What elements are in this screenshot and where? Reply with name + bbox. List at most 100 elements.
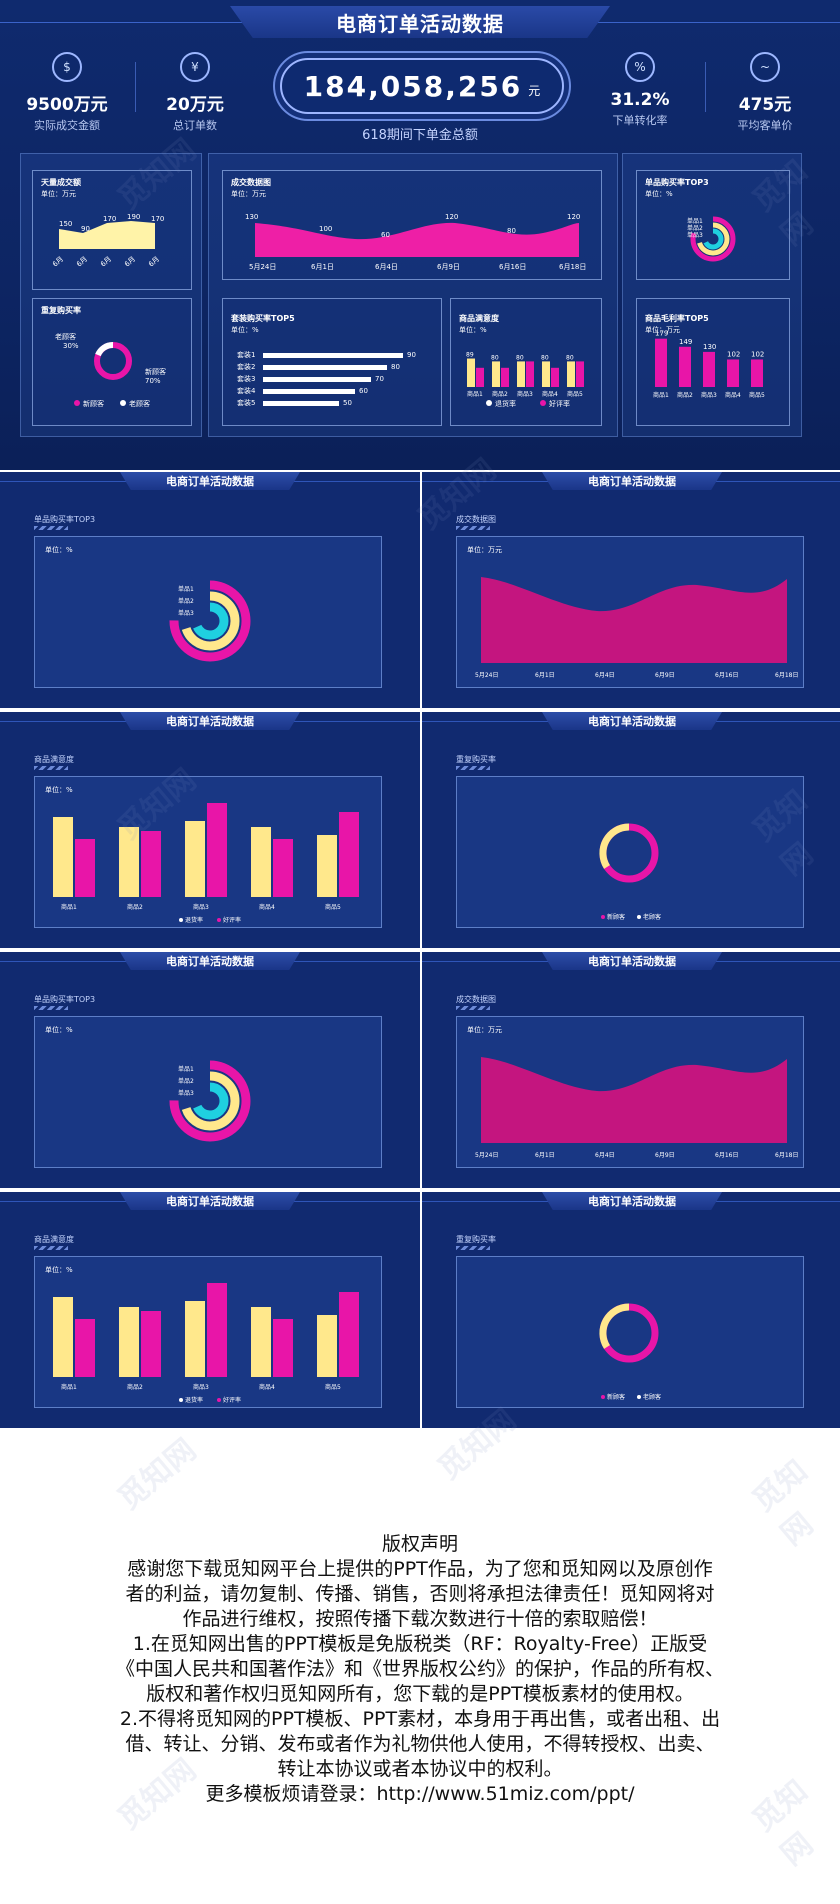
x-tick: 商品4 [542, 390, 558, 398]
bar-praise [141, 831, 161, 897]
legend-dot [486, 400, 492, 406]
slide-thumbnail[interactable]: 电商订单活动数据 成交数据图 单位：万元 5月24日 6月1日 6月4日 6月9日 6月16日… [422, 952, 840, 1188]
total-amount-label: 618期间下单金总额 [362, 128, 478, 143]
x-tick: 商品3 [517, 390, 533, 398]
bar-return [185, 821, 205, 897]
slide-chart: 5月24日 6月1日 6月4日 6月9日 6月16日 6月18日 [475, 1057, 798, 1159]
slide-section-title: 成交数据图 [456, 995, 496, 1004]
bar [263, 353, 403, 358]
data-label: 170 [151, 215, 164, 223]
legend-label: 老顾客 [643, 1393, 661, 1401]
ring-3 [702, 228, 724, 250]
price-icon: ~ [750, 52, 780, 82]
bar-praise [207, 1283, 227, 1377]
slide-thumbnail[interactable]: 电商订单活动数据 单品购买率TOP3 单位：% 单品1 单品2 单品3 [0, 472, 420, 708]
x-tick: 6月4日 [375, 263, 398, 271]
slide-thumbnail[interactable]: 电商订单活动数据 成交数据图 单位：万元 5月24日 6月1日 6月4日 6月9日 6月16日… [422, 472, 840, 708]
legend-dot [637, 1395, 641, 1399]
ring-3 [191, 602, 229, 640]
donut-old [599, 1303, 630, 1349]
bar-praise [75, 839, 95, 897]
x-tick: 商品3 [701, 391, 717, 399]
data-label: 100 [319, 225, 332, 233]
bar-return [119, 1307, 139, 1377]
data-label: 120 [445, 213, 458, 221]
x-tick: 6月9日 [655, 672, 675, 679]
x-tick: 商品3 [193, 903, 209, 911]
daily-area-chart: 150 90 170 190 170 6月 6月 6月 6月 6月 [51, 213, 164, 269]
slide-header: 电商订单活动数据 [120, 952, 300, 970]
ring-label: 单品1 [178, 1065, 194, 1073]
slide-thumbnail[interactable]: 电商订单活动数据单品购买率TOP3 单位：% 单品1 单品2 单品3 [0, 952, 420, 1188]
legend-old: 老顾客 [129, 399, 150, 408]
x-tick: 6月1日 [311, 263, 334, 271]
bar-return [317, 835, 337, 897]
single-top3-panel: 单品购买率TOP3 单位：% 单品1 单品2 单品3 [636, 170, 790, 280]
margin-bar-chart: 179 商品1 149 商品2 130 商品3 102 商品4 102 商品5 [653, 330, 765, 399]
x-tick: 5月24日 [475, 1152, 498, 1159]
bar-value: 60 [359, 387, 368, 395]
ring-1 [690, 216, 736, 262]
legend-label: 新顾客 [607, 913, 625, 921]
legend-praise: 好评率 [549, 399, 570, 408]
kpi-actual-amount: $ 9500万元 实际成交金额 [12, 52, 122, 133]
bar-value: 149 [679, 338, 692, 346]
row-label: 套装3 [237, 374, 255, 383]
donut-old [599, 823, 630, 869]
legend-label: 老顾客 [643, 913, 661, 921]
bar-praise [476, 367, 484, 387]
legend-label: 退货率 [185, 1396, 203, 1404]
daily-volume-panel: 天量成交额 单位：万元 150 90 170 190 170 6月 6月 6月 … [32, 170, 192, 290]
slide-chart-frame: 单位：% 单品1 单品2 单品3 [34, 1016, 382, 1168]
slide-unit: 单位：% [45, 546, 73, 554]
x-tick: 6月4日 [595, 1152, 615, 1159]
copyright-line: 版权和著作权归觅知网所有，您下载的是PPT模板素材的使用权。 [146, 1683, 694, 1705]
x-tick: 6月 [123, 255, 137, 269]
bar-praise [339, 812, 359, 897]
slide-thumbnail[interactable]: 电商订单活动数据 重复购买率 新顾客 老顾客 [422, 712, 840, 948]
slide-section-title: 成交数据图 [456, 515, 496, 524]
bar-praise [207, 803, 227, 897]
x-tick: 6月1日 [535, 1152, 555, 1159]
x-tick: 6月1日 [535, 672, 555, 679]
bar [263, 389, 355, 394]
slide-thumbnail[interactable]: 电商订单活动数据 商品满意度 单位：% 商品1 商品2 商品3 商品4 商品5 退货率 好评率 [0, 712, 420, 948]
slide-thumbnail[interactable]: 电商订单活动数据 商品满意度 单位：% 商品1 商品2 商品3 商品4 商品5 退货率 好评率 [0, 1192, 420, 1428]
data-label: 150 [59, 220, 72, 228]
slide-chart: 商品1 商品2 商品3 商品4 商品5 退货率 好评率 [53, 1283, 359, 1404]
slide-section-title: 单品购买率TOP3 [34, 995, 96, 1004]
slide-thumbnail[interactable]: 电商订单活动数据 重复购买率 新顾客 老顾客 [422, 1192, 840, 1428]
bar-praise [339, 1292, 359, 1377]
legend-dot [601, 1395, 605, 1399]
x-tick: 6月18日 [775, 672, 798, 679]
margin-top5-panel: 商品毛利率TOP5 单位：万元 179 商品1 149 商品2 130 商品3 102 商品4… [636, 298, 790, 426]
x-tick: 6月16日 [499, 263, 526, 271]
x-tick: 6月18日 [559, 263, 586, 271]
x-tick: 商品5 [567, 390, 583, 398]
slide-chart-frame: 新顾客 老顾客 [456, 776, 804, 928]
row-label: 套装2 [237, 362, 255, 371]
bar-value: 80 [391, 363, 400, 371]
ring-label: 单品2 [178, 597, 194, 605]
ring-label: 单品3 [178, 1089, 194, 1097]
slide-chart: 新顾客 老顾客 [599, 1303, 661, 1401]
copyright-link[interactable]: 更多模板烦请登录：http://www.51miz.com/ppt/ [205, 1783, 635, 1805]
ring-1 [169, 1060, 251, 1142]
satisfaction-bar-chart: 退货率 好评率 89 商品1 80 商品2 80 商品3 80 商品4 80 商品5 [466, 352, 584, 408]
satisfaction-panel: 商品满意度 单位：% 退货率 好评率 89 商品1 80 商品2 80 商品3 80 商品4 8… [450, 298, 602, 426]
bar-praise [501, 367, 509, 387]
slide-unit: 单位：% [45, 1266, 73, 1274]
left-panel-group [20, 153, 202, 437]
slide-unit: 单位：万元 [467, 1026, 502, 1034]
bar-praise [526, 361, 534, 387]
bar-value: 130 [703, 343, 716, 351]
legend-dot [217, 918, 221, 922]
slide-chart-frame: 单位：% 商品1 商品2 商品3 商品4 商品5 退货率 好评率 [34, 1256, 382, 1408]
bar-value: 80 [491, 354, 499, 361]
slide-chart: 新顾客 老顾客 [599, 823, 661, 921]
x-tick: 商品3 [193, 1383, 209, 1391]
data-label: 120 [567, 213, 580, 221]
copyright-line: 作品进行维权，按照传播下载次数进行十倍的索取赔偿！ [182, 1608, 658, 1630]
bar-return [53, 1297, 73, 1377]
x-tick: 商品1 [61, 903, 77, 911]
